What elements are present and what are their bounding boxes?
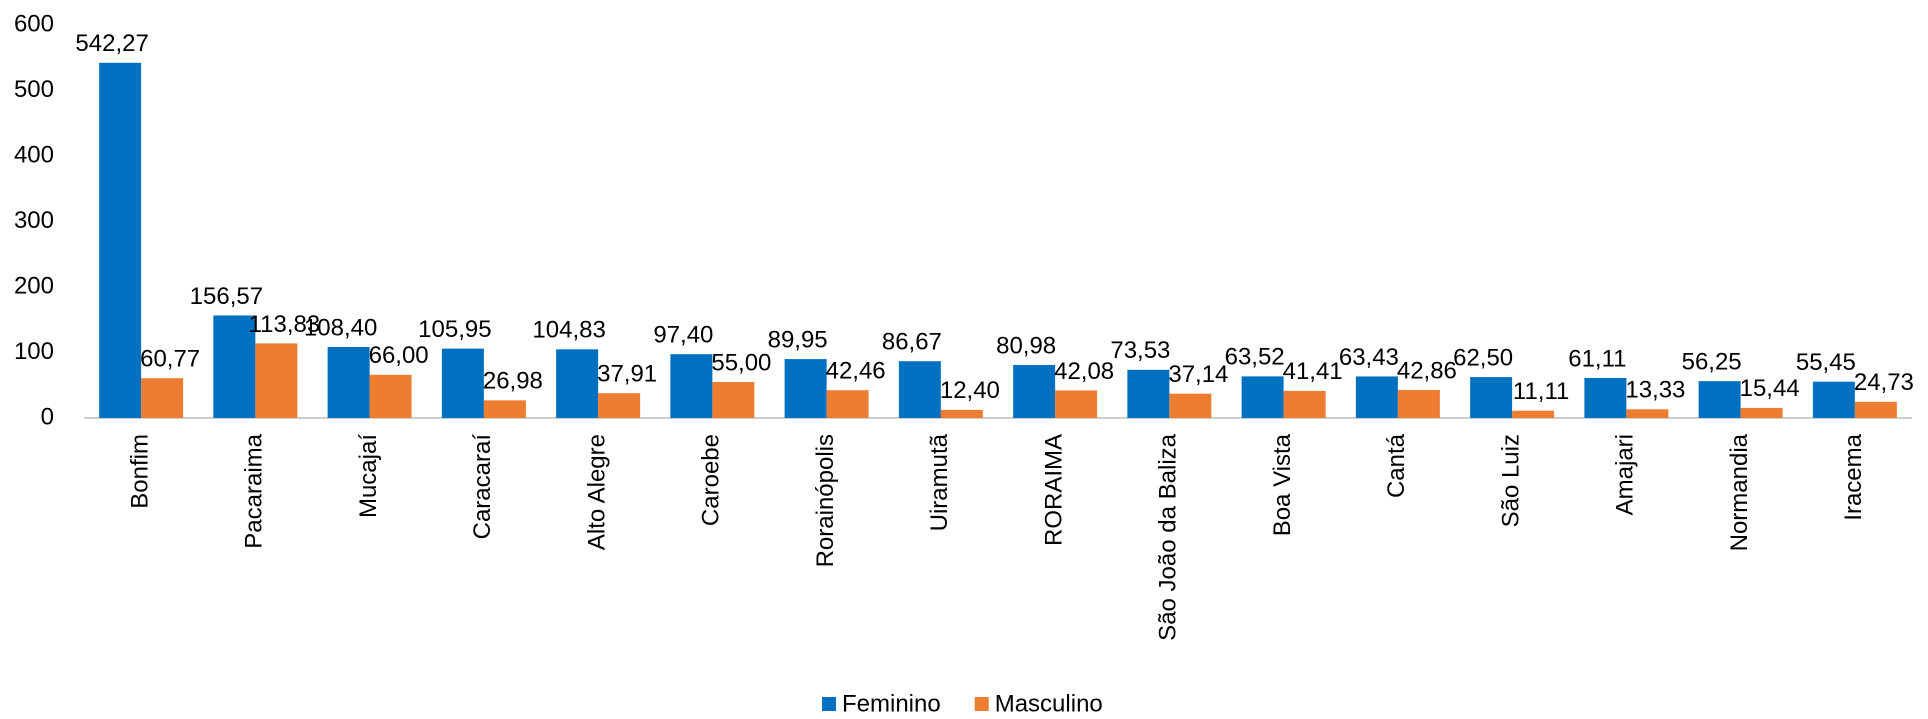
y-tick-label: 500 — [14, 76, 54, 103]
bar — [1812, 381, 1855, 418]
bar — [1355, 376, 1398, 418]
bar — [1283, 390, 1326, 418]
bar — [898, 361, 941, 418]
value-label: 62,50 — [1453, 344, 1513, 371]
bar — [99, 62, 142, 419]
value-label: 15,44 — [1740, 375, 1800, 402]
legend-swatch — [822, 697, 836, 711]
bar — [1397, 389, 1440, 418]
value-label: 41,41 — [1283, 358, 1343, 385]
legend-label: Feminino — [842, 690, 941, 717]
value-label: 156,57 — [190, 283, 263, 310]
bar — [826, 390, 869, 418]
bar — [1013, 364, 1056, 418]
x-tick-label: São João da Baliza — [1155, 433, 1182, 640]
legend-label: Masculino — [995, 690, 1103, 717]
bar — [1241, 376, 1284, 418]
value-label: 12,40 — [940, 377, 1000, 404]
bar — [141, 378, 184, 418]
value-label: 542,27 — [75, 30, 148, 57]
x-tick-label: Cantá — [1383, 433, 1410, 498]
value-label: 113,83 — [249, 311, 321, 338]
x-tick-label: Rorainópolis — [812, 434, 839, 567]
value-label: 66,00 — [369, 342, 429, 369]
value-label: 80,98 — [996, 332, 1056, 359]
x-tick-label: Iracema — [1840, 433, 1867, 520]
value-label: 61,11 — [1568, 345, 1626, 372]
value-label: 11,11 — [1513, 378, 1570, 405]
x-tick-label: Bonfim — [126, 434, 153, 509]
y-tick-label: 600 — [14, 10, 54, 37]
bar — [1169, 393, 1212, 418]
value-label: 60,77 — [140, 346, 200, 373]
bar — [483, 400, 526, 418]
bar — [1512, 410, 1555, 418]
value-label: 97,40 — [653, 322, 713, 349]
y-tick-label: 200 — [14, 272, 54, 299]
bar — [940, 409, 983, 418]
bar — [441, 348, 484, 418]
bar — [1854, 401, 1897, 418]
bar — [213, 315, 256, 418]
x-tick-label: RORAIMA — [1040, 434, 1067, 546]
value-label: 55,00 — [711, 349, 771, 376]
value-label: 42,08 — [1054, 358, 1114, 385]
bar — [1584, 377, 1627, 418]
bar — [556, 349, 599, 418]
y-tick-label: 300 — [14, 207, 54, 234]
value-label: 86,67 — [882, 329, 942, 356]
bar — [712, 381, 755, 418]
bar — [1127, 369, 1170, 418]
value-label: 37,14 — [1168, 361, 1228, 388]
x-tick-label: Caracaraí — [469, 434, 496, 540]
x-tick-label: Uiramutã — [926, 433, 953, 531]
y-tick-label: 100 — [14, 338, 54, 365]
x-tick-label: Boa Vista — [1269, 433, 1296, 536]
x-tick-label: Normandia — [1726, 433, 1753, 551]
value-label: 42,46 — [826, 358, 886, 385]
value-label: 63,52 — [1225, 344, 1285, 371]
bar — [255, 343, 298, 418]
x-tick-label: Pacaraima — [241, 433, 268, 548]
value-label: 104,83 — [532, 317, 605, 344]
bar — [1698, 381, 1741, 418]
bar — [1055, 390, 1098, 418]
x-tick-label: Amajari — [1612, 434, 1639, 515]
bar — [1740, 407, 1783, 418]
value-label: 13,33 — [1625, 377, 1685, 404]
bar — [369, 374, 412, 418]
x-tick-label: Alto Alegre — [583, 434, 610, 550]
value-label: 73,53 — [1110, 337, 1170, 364]
bar — [784, 359, 827, 418]
bar — [1626, 409, 1669, 418]
value-label: 55,45 — [1796, 349, 1856, 376]
value-label: 42,86 — [1397, 357, 1457, 384]
x-tick-label: São Luiz — [1497, 434, 1524, 527]
value-label: 108,40 — [304, 314, 377, 341]
value-label: 26,98 — [483, 368, 543, 395]
value-label: 56,25 — [1682, 349, 1742, 376]
bar — [1470, 377, 1513, 418]
value-label: 105,95 — [418, 316, 491, 343]
bar — [327, 346, 370, 418]
y-tick-label: 400 — [14, 141, 54, 168]
x-tick-label: Caroebe — [698, 434, 725, 526]
bar — [670, 354, 713, 418]
bar — [598, 393, 641, 418]
value-label: 63,43 — [1339, 344, 1399, 371]
x-tick-label: Mucajaí — [355, 434, 382, 518]
value-label: 89,95 — [768, 326, 828, 353]
value-label: 24,73 — [1854, 369, 1914, 396]
y-tick-label: 0 — [41, 403, 54, 430]
value-label: 37,91 — [597, 361, 657, 388]
legend-swatch — [974, 697, 989, 711]
